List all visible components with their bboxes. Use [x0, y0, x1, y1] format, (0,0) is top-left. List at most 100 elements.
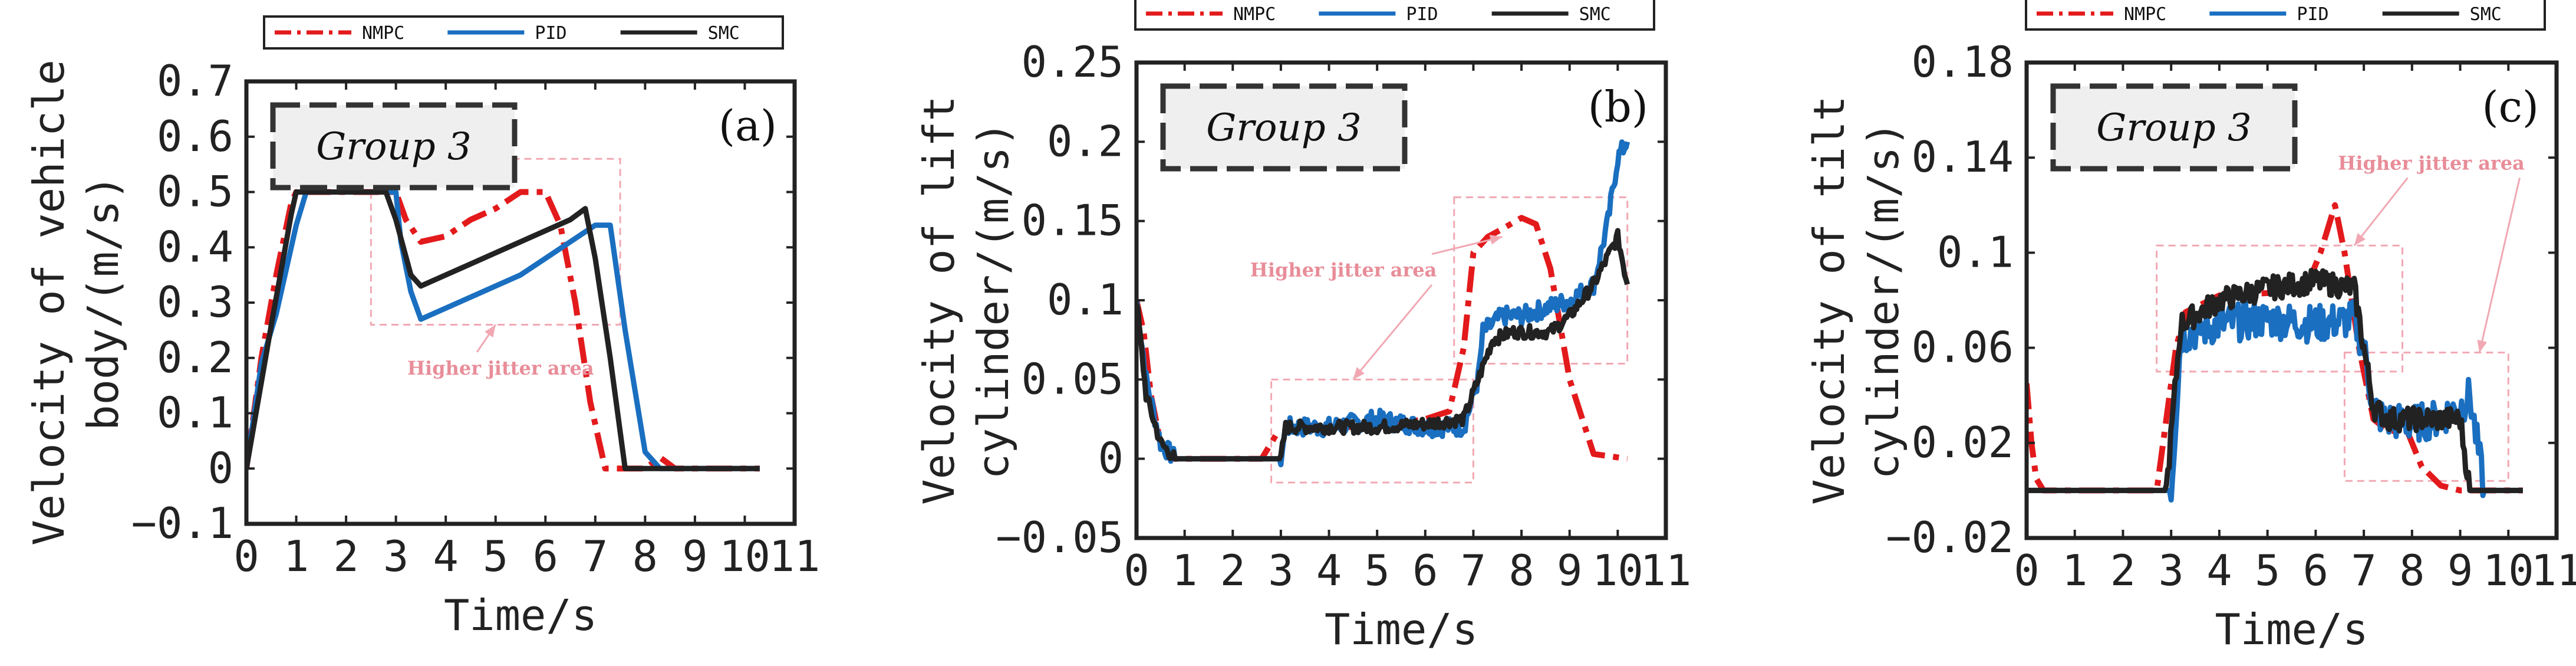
x-tick-label: 1: [1172, 546, 1197, 595]
panel-label: (a): [719, 101, 777, 150]
y-tick-label: 0.3: [157, 277, 233, 327]
x-tick-label: 7: [582, 532, 608, 581]
x-tick-label: 5: [1365, 546, 1390, 595]
annotation-arrow-1: [2353, 177, 2409, 247]
series-line-nmpc: [246, 189, 760, 472]
x-tick-label: 6: [2303, 546, 2328, 595]
y-tick-label: 0.2: [1047, 116, 1124, 166]
y-tick-label: −0.1: [131, 498, 233, 548]
group-label: Group 3: [316, 125, 472, 169]
y-tick-label: 0: [208, 443, 233, 493]
x-tick-label: 8: [1508, 546, 1534, 595]
annotation-text: Higher jitter area: [2338, 152, 2525, 174]
y-tick-label: 0.06: [1912, 323, 2014, 372]
legend-label-nmpc: NMPC: [2124, 4, 2166, 25]
axes-frame: [2024, 60, 2559, 540]
x-tick-label: 11: [1641, 546, 1692, 595]
series-line-pid: [2027, 298, 2524, 503]
y-axis-label-line: Velocity of vehicle: [24, 60, 74, 546]
x-tick-label: 6: [533, 532, 558, 581]
y-tick-label: 0.18: [1912, 37, 2014, 87]
series-line-smc: [1137, 228, 1630, 462]
y-tick-label: 0.14: [1912, 132, 2014, 182]
legend-label-smc: SMC: [708, 23, 740, 44]
x-tick-label: 2: [2110, 546, 2136, 595]
x-tick-label: 10: [2483, 546, 2534, 595]
annotation-arrowhead-1: [485, 324, 496, 338]
y-axis-label: Velocity of tilt cylinder/(m/s): [1804, 96, 1908, 505]
x-tick-label: 0: [233, 532, 259, 581]
x-tick-label: 2: [333, 532, 358, 581]
x-tick-label: 4: [2206, 546, 2232, 595]
x-tick-label: 6: [1412, 546, 1438, 595]
x-tick-label: 9: [682, 532, 707, 581]
legend-label-pid: PID: [1406, 4, 1438, 25]
x-tick-label: 10: [1592, 546, 1643, 595]
x-tick-label: 3: [1268, 546, 1293, 595]
x-tick-label: 3: [2159, 546, 2184, 595]
legend-label-smc: SMC: [1579, 4, 1611, 25]
x-tick-label: 10: [719, 532, 770, 581]
x-tick-label: 5: [2255, 546, 2280, 595]
y-tick-label: 0.02: [1912, 418, 2014, 467]
series-line-pid: [1137, 139, 1630, 468]
plot-area: [246, 158, 760, 472]
annotation-arrow-2: [1431, 236, 1503, 255]
x-tick-label: 7: [1461, 546, 1486, 595]
y-tick-label: 0.1: [1937, 227, 2014, 277]
y-tick-label: 0.25: [1022, 37, 1124, 87]
annotation-arrow-2: [2478, 178, 2521, 353]
x-tick-label: 2: [1220, 546, 1246, 595]
x-tick-label: 8: [633, 532, 658, 581]
annotation-arrowhead-1: [2354, 233, 2366, 246]
x-tick-label: 0: [2014, 546, 2039, 595]
plot-area: [1137, 139, 1630, 484]
y-axis-label-line: Velocity of tilt: [1804, 96, 1854, 505]
annotation-text: Higher jitter area: [407, 357, 594, 379]
x-tick-label: 7: [2351, 546, 2376, 595]
series-line-smc: [246, 189, 760, 471]
group-label: Group 3: [2096, 106, 2252, 150]
y-axis-label-line: cylinder/(m/s): [1859, 122, 1908, 480]
jitter-area-box-2: [2343, 352, 2509, 482]
x-tick-label: 8: [2399, 546, 2425, 595]
annotation-text: Higher jitter area: [1250, 259, 1437, 281]
y-tick-label: −0.02: [1886, 513, 2014, 562]
y-tick-label: 0.5: [157, 167, 233, 216]
group-label: Group 3: [1206, 106, 1362, 150]
x-tick-label: 3: [383, 532, 409, 581]
y-tick-label: 0.05: [1022, 354, 1124, 403]
y-tick-label: 0.6: [157, 111, 233, 161]
x-tick-label: 9: [2447, 546, 2473, 595]
x-tick-label: 9: [1557, 546, 1582, 595]
x-axis-label: Time/s: [2215, 605, 2368, 654]
legend-label-pid: PID: [2297, 4, 2328, 25]
legend-label-nmpc: NMPC: [362, 23, 404, 44]
x-tick-label: 5: [483, 532, 508, 581]
legend-label-smc: SMC: [2470, 4, 2502, 25]
panel-label: (b): [1588, 82, 1648, 132]
panel-label: (c): [2482, 82, 2539, 132]
y-tick-label: 0.1: [157, 388, 233, 438]
chart-panel-2: 0 1 2 3 4 5 6 7 8 9 1011−0.0500.050.10.150.20.25Ti…: [914, 0, 1691, 654]
x-tick-label: 1: [2062, 546, 2087, 595]
x-axis-label: Time/s: [1325, 605, 1478, 654]
series-line-nmpc: [2027, 202, 2523, 494]
jitter-area-box-1: [2156, 244, 2403, 373]
jitter-area-box-2: [1453, 196, 1629, 365]
y-tick-label: 0: [1098, 434, 1124, 483]
annotation-arrowhead-1: [1353, 367, 1365, 380]
x-tick-label: 0: [1124, 546, 1149, 595]
x-tick-label: 4: [433, 532, 459, 581]
y-axis-label-line: Velocity of lift: [914, 96, 964, 505]
x-tick-label: 11: [769, 532, 821, 581]
legend-label-pid: PID: [535, 23, 566, 44]
y-axis-label-line: cylinder/(m/s): [969, 122, 1018, 480]
group-label-box: [1160, 83, 1408, 172]
y-axis-label: Velocity of lift cylinder/(m/s): [914, 96, 1018, 505]
y-tick-label: 0.15: [1022, 196, 1124, 245]
y-tick-label: 0.4: [157, 222, 233, 271]
series-line-pid: [246, 189, 760, 471]
